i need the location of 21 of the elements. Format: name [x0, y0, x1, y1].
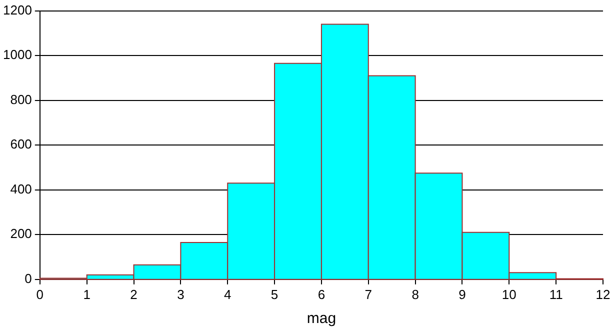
x-tick-label: 2 — [130, 286, 138, 302]
x-tick-label: 0 — [36, 286, 44, 302]
x-tick-label: 8 — [412, 286, 419, 302]
y-tick-label: 1000 — [3, 47, 32, 62]
y-tick-label: 1200 — [3, 2, 32, 18]
x-tick-label: 6 — [318, 286, 326, 302]
x-tick-label: 11 — [549, 286, 563, 302]
x-tick-label: 5 — [270, 286, 278, 302]
y-tick-label: 800 — [10, 92, 32, 107]
x-tick-label: 10 — [502, 286, 516, 302]
x-tick-label: 3 — [177, 286, 184, 302]
x-axis-title: mag — [306, 310, 336, 328]
x-tick-label: 4 — [224, 286, 232, 302]
x-tick-label: 12 — [596, 286, 610, 302]
y-tick-label: 0 — [24, 270, 32, 286]
y-tick-label: 600 — [10, 136, 32, 152]
x-tick-label: 9 — [458, 286, 466, 302]
y-tick-label: 400 — [10, 181, 32, 196]
x-tick-label: 7 — [364, 286, 372, 302]
x-tick-label: 1 — [83, 286, 90, 302]
y-tick-label: 200 — [10, 226, 32, 242]
